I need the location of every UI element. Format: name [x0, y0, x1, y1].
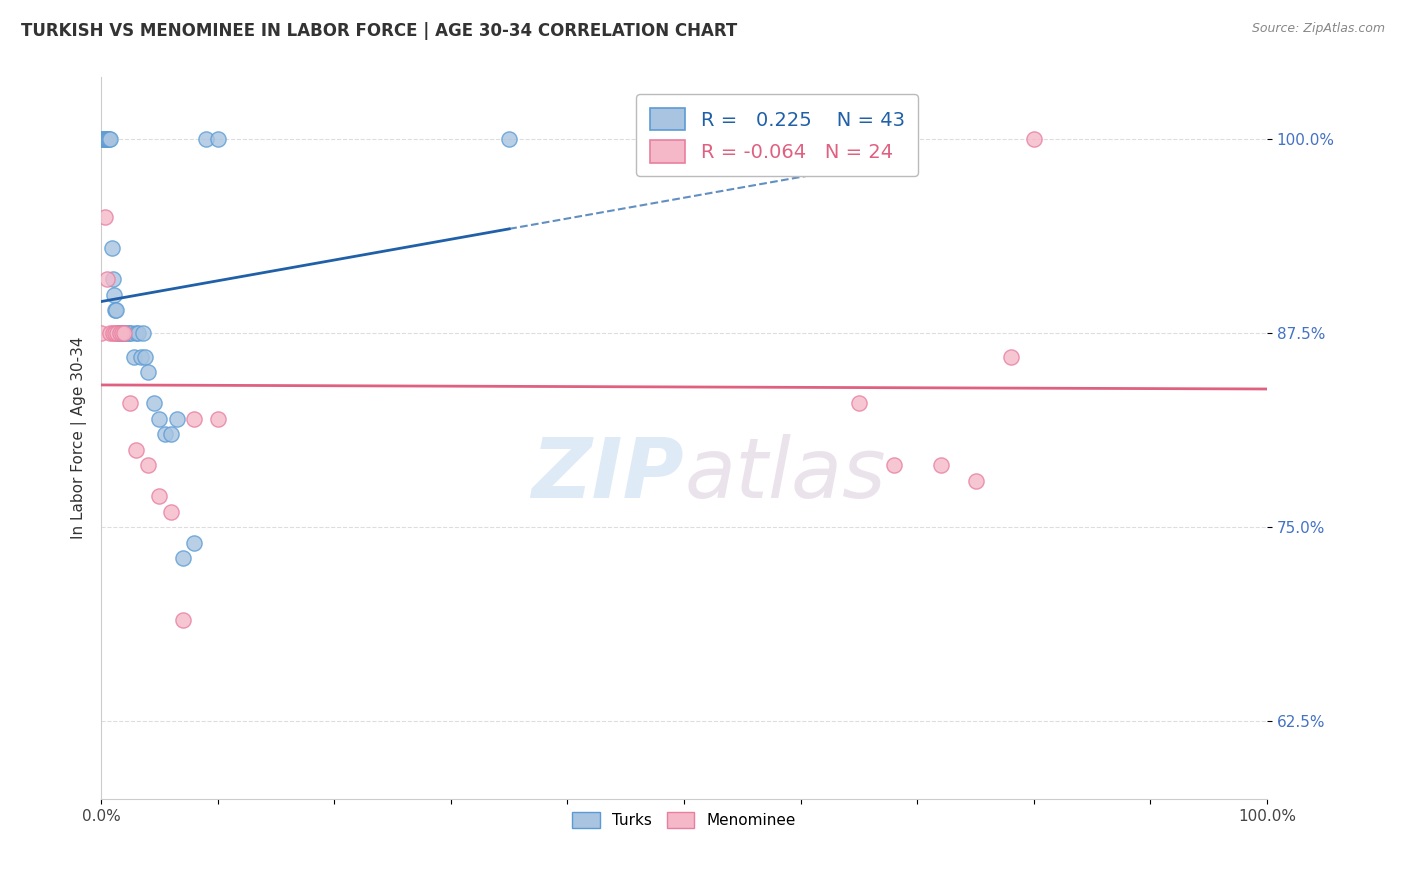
Y-axis label: In Labor Force | Age 30-34: In Labor Force | Age 30-34: [72, 337, 87, 540]
Point: [883, 132, 905, 146]
Point: [122, 350, 145, 364]
Point: [1000, 350, 1022, 364]
Point: [93, 132, 115, 146]
Point: [114, 326, 136, 341]
Point: [97, 132, 120, 146]
Point: [965, 474, 987, 488]
Point: [160, 427, 183, 442]
Text: Source: ZipAtlas.com: Source: ZipAtlas.com: [1251, 22, 1385, 36]
Legend: Turks, Menominee: Turks, Menominee: [567, 806, 803, 835]
Point: [142, 396, 165, 410]
Point: [104, 326, 127, 341]
Point: [103, 287, 125, 301]
Point: [148, 411, 170, 425]
Text: TURKISH VS MENOMINEE IN LABOR FORCE | AGE 30-34 CORRELATION CHART: TURKISH VS MENOMINEE IN LABOR FORCE | AG…: [21, 22, 737, 40]
Point: [98, 132, 121, 146]
Point: [172, 551, 194, 566]
Point: [134, 350, 156, 364]
Point: [107, 326, 129, 341]
Point: [112, 326, 135, 341]
Point: [125, 442, 148, 457]
Point: [883, 458, 905, 473]
Point: [166, 411, 188, 425]
Point: [120, 396, 142, 410]
Point: [155, 427, 177, 442]
Point: [160, 505, 183, 519]
Point: [115, 326, 138, 341]
Point: [101, 272, 124, 286]
Point: [100, 241, 122, 255]
Point: [108, 326, 131, 341]
Text: ZIP: ZIP: [531, 434, 685, 515]
Point: [110, 326, 132, 341]
Point: [207, 132, 229, 146]
Point: [207, 411, 229, 425]
Point: [1022, 132, 1045, 146]
Point: [100, 326, 122, 341]
Point: [108, 326, 131, 341]
Point: [114, 326, 136, 341]
Point: [105, 303, 128, 318]
Point: [111, 326, 134, 341]
Point: [100, 132, 122, 146]
Point: [120, 326, 142, 341]
Point: [183, 411, 205, 425]
Point: [96, 132, 118, 146]
Point: [929, 458, 952, 473]
Point: [172, 614, 194, 628]
Point: [90, 132, 112, 146]
Point: [90, 326, 112, 341]
Point: [132, 326, 155, 341]
Point: [90, 132, 112, 146]
Point: [848, 396, 870, 410]
Point: [107, 326, 129, 341]
Point: [136, 458, 159, 473]
Point: [183, 536, 205, 550]
Point: [93, 210, 115, 224]
Point: [107, 326, 129, 341]
Point: [101, 326, 124, 341]
Point: [118, 326, 141, 341]
Point: [848, 132, 870, 146]
Point: [498, 132, 520, 146]
Point: [148, 489, 170, 503]
Point: [93, 132, 115, 146]
Point: [125, 326, 148, 341]
Point: [111, 326, 134, 341]
Point: [129, 350, 152, 364]
Point: [96, 272, 118, 286]
Point: [104, 303, 127, 318]
Point: [94, 132, 117, 146]
Point: [136, 365, 159, 379]
Point: [127, 326, 149, 341]
Point: [195, 132, 218, 146]
Text: atlas: atlas: [685, 434, 886, 515]
